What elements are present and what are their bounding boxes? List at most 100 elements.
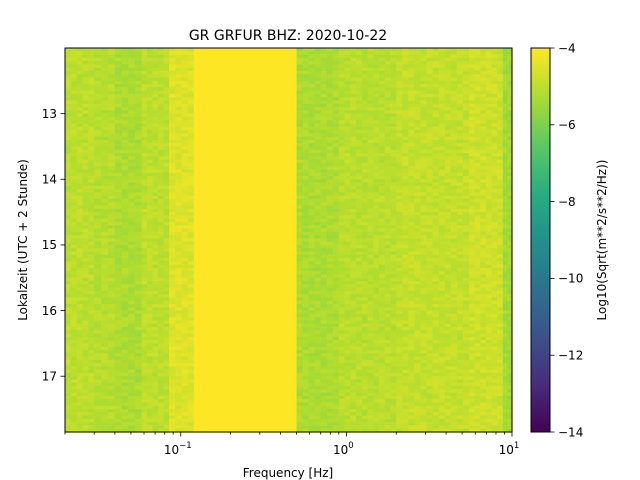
- heatmap-cell: [320, 284, 328, 289]
- heatmap-cell: [373, 136, 380, 141]
- heatmap-cell: [121, 205, 129, 210]
- heatmap-cell: [450, 238, 458, 243]
- heatmap-cell: [384, 100, 392, 105]
- heatmap-cell: [169, 287, 176, 292]
- heatmap-cell: [507, 100, 513, 105]
- heatmap-cell: [70, 179, 78, 184]
- heatmap-cell: [175, 100, 183, 105]
- heatmap-cell: [507, 149, 513, 154]
- heatmap-cell: [497, 189, 504, 194]
- heatmap-cell: [302, 254, 310, 259]
- heatmap-cell: [163, 57, 170, 62]
- heatmap-cell: [114, 195, 123, 200]
- heatmap-cell: [169, 120, 176, 125]
- heatmap-cell: [326, 166, 334, 171]
- heatmap-cell: [141, 156, 148, 161]
- heatmap-cell: [384, 48, 392, 52]
- heatmap-cell: [367, 107, 374, 111]
- heatmap-cell: [350, 218, 357, 223]
- heatmap-cell: [338, 248, 346, 253]
- heatmap-cell: [302, 323, 310, 328]
- heatmap-cell: [491, 64, 498, 69]
- heatmap-cell: [147, 313, 154, 318]
- heatmap-cell: [76, 153, 84, 157]
- heatmap-cell: [181, 74, 189, 79]
- heatmap-cell: [408, 139, 416, 144]
- heatmap-cell: [373, 70, 380, 75]
- heatmap-cell: [121, 258, 129, 262]
- heatmap-cell: [163, 143, 170, 148]
- heatmap-cell: [497, 313, 504, 318]
- heatmap-cell: [128, 70, 136, 75]
- heatmap-cell: [396, 297, 403, 302]
- heatmap-cell: [314, 93, 322, 98]
- heatmap-cell: [107, 231, 116, 236]
- heatmap-cell: [480, 126, 487, 131]
- heatmap-cell: [373, 93, 380, 98]
- heatmap-cell: [480, 133, 487, 138]
- heatmap-cell: [414, 284, 422, 289]
- heatmap-cell: [65, 205, 72, 210]
- heatmap-cell: [128, 74, 136, 79]
- heatmap-cell: [402, 304, 409, 308]
- heatmap-cell: [134, 215, 143, 220]
- heatmap-cell: [480, 87, 487, 92]
- heatmap-cell: [432, 74, 440, 79]
- heatmap-cell: [350, 51, 357, 56]
- heatmap-cell: [147, 185, 154, 190]
- heatmap-cell: [420, 241, 428, 246]
- heatmap-cell: [163, 107, 170, 111]
- heatmap-cell: [491, 264, 498, 269]
- heatmap-cell: [187, 64, 195, 69]
- heatmap-cell: [396, 143, 403, 148]
- heatmap-cell: [121, 169, 129, 174]
- heatmap-cell: [390, 254, 397, 259]
- heatmap-cell: [469, 87, 476, 92]
- heatmap-cell: [502, 235, 509, 239]
- heatmap-cell: [107, 156, 116, 161]
- heatmap-cell: [169, 189, 176, 194]
- heatmap-cell: [147, 123, 154, 128]
- heatmap-cell: [384, 143, 392, 148]
- heatmap-cell: [88, 218, 95, 223]
- heatmap-cell: [432, 185, 440, 190]
- heatmap-cell: [320, 110, 328, 115]
- heatmap-cell: [414, 48, 422, 52]
- heatmap-cell: [402, 307, 409, 312]
- heatmap-cell: [350, 185, 357, 190]
- heatmap-cell: [169, 261, 176, 266]
- heatmap-cell: [147, 143, 154, 148]
- heatmap-cell: [350, 146, 357, 151]
- heatmap-cell: [88, 208, 95, 213]
- heatmap-cell: [107, 208, 116, 213]
- heatmap-cell: [147, 277, 154, 282]
- heatmap-cell: [491, 208, 498, 213]
- heatmap-cell: [101, 87, 109, 92]
- heatmap-cell: [94, 294, 102, 299]
- heatmap-cell: [158, 146, 165, 151]
- heatmap-cell: [462, 143, 470, 148]
- heatmap-cell: [134, 258, 143, 262]
- heatmap-cell: [101, 244, 109, 249]
- heatmap-cell: [402, 159, 409, 164]
- heatmap-cell: [163, 189, 170, 194]
- heatmap-cell: [88, 300, 95, 305]
- heatmap-cell: [65, 274, 72, 279]
- heatmap-cell: [450, 294, 458, 299]
- heatmap-cell: [320, 136, 328, 141]
- heatmap-cell: [356, 179, 363, 184]
- heatmap-cell: [65, 103, 72, 108]
- heatmap-cell: [432, 139, 440, 144]
- heatmap-cell: [497, 290, 504, 295]
- heatmap-cell: [491, 93, 498, 98]
- heatmap-cell: [338, 189, 346, 194]
- heatmap-cell: [141, 100, 148, 105]
- heatmap-cell: [302, 179, 310, 184]
- heatmap-cell: [384, 149, 392, 154]
- heatmap-cell: [456, 110, 464, 115]
- heatmap-cell: [152, 231, 159, 236]
- heatmap-cell: [308, 212, 316, 216]
- heatmap-cell: [344, 304, 351, 308]
- heatmap-cell: [128, 244, 136, 249]
- heatmap-cell: [462, 238, 470, 243]
